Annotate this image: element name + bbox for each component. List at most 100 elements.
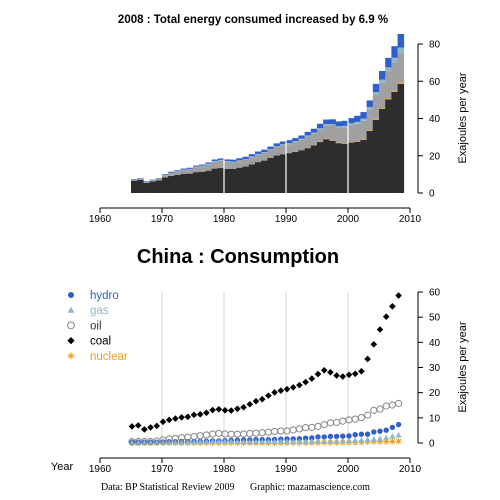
bar-segment-hydro xyxy=(230,159,237,162)
bar-segment-oil xyxy=(286,144,293,154)
top-chart-x-axis: 1960 1970 1980 1990 2000 2010 xyxy=(89,207,422,225)
bar-segment-gas xyxy=(248,156,256,158)
bar-segment-coal xyxy=(273,155,281,193)
bar-segment-coal xyxy=(255,162,262,193)
point-coal xyxy=(339,373,347,380)
bar-segment-coal xyxy=(155,180,163,193)
bar-segment-gas xyxy=(267,149,274,150)
bar-segment-hydro xyxy=(248,154,256,157)
legend-marker-gas xyxy=(67,306,75,313)
bottom-y-tick-label: 20 xyxy=(429,388,441,399)
point-oil xyxy=(345,416,353,424)
point-oil xyxy=(370,406,378,414)
point-coal xyxy=(165,416,173,424)
bar-segment-coal xyxy=(360,139,367,193)
point-hydro xyxy=(395,421,402,428)
bar-segment-coal xyxy=(143,182,150,193)
bar-segment-coal xyxy=(242,166,250,193)
bar-segment-hydro xyxy=(261,149,268,153)
point-coal xyxy=(258,395,266,403)
point-coal xyxy=(333,372,340,379)
bar-segment-gas xyxy=(217,159,225,161)
bar-segment-oil xyxy=(279,145,287,155)
bar-segment-oil xyxy=(149,180,157,182)
legend-label-oil: oil xyxy=(90,320,102,332)
point-gas xyxy=(345,437,353,443)
point-oil xyxy=(326,419,334,427)
point-hydro xyxy=(358,431,365,437)
point-coal xyxy=(178,414,185,421)
bar-segment-oil xyxy=(261,152,268,161)
bottom-chart-y-axis: 0 10 20 30 40 50 60 xyxy=(417,288,441,450)
point-gas xyxy=(314,438,322,444)
point-oil xyxy=(252,429,260,437)
top-chart-y-axis: 0 20 40 60 80 xyxy=(417,40,441,200)
legend-label-coal: coal xyxy=(90,336,111,348)
legend-label-gas: gas xyxy=(90,305,109,317)
point-hydro xyxy=(309,435,315,441)
point-coal xyxy=(234,405,241,413)
bar-segment-oil xyxy=(310,133,318,146)
bar-segment-oil xyxy=(230,162,237,169)
bar-segment-oil xyxy=(379,82,386,109)
bar-segment-hydro xyxy=(267,146,274,150)
point-gas xyxy=(203,438,210,445)
bar-segment-coal xyxy=(391,91,398,193)
point-hydro xyxy=(383,427,389,433)
bar-segment-coal xyxy=(261,160,268,193)
point-hydro xyxy=(377,428,383,434)
point-gas xyxy=(364,436,371,443)
point-coal xyxy=(389,303,396,310)
point-nuclear xyxy=(370,438,377,445)
bottom-y-tick-label: 60 xyxy=(429,288,441,299)
point-oil xyxy=(215,429,223,438)
point-gas xyxy=(370,435,377,442)
bar-segment-hydro xyxy=(304,131,312,136)
point-coal xyxy=(265,392,272,399)
point-coal xyxy=(147,424,154,431)
point-gas xyxy=(209,438,216,445)
bar-segment-coal xyxy=(310,145,318,193)
bar-segment-gas xyxy=(397,47,405,54)
point-nuclear xyxy=(389,438,396,445)
point-coal xyxy=(215,405,223,413)
top-y-tick-label: 20 xyxy=(429,151,441,162)
bottom-chart-gridlines xyxy=(161,292,349,443)
bar-segment-oil xyxy=(329,125,336,141)
bar-segment-oil xyxy=(323,125,330,139)
point-coal xyxy=(184,413,192,421)
point-gas xyxy=(259,438,266,445)
bar-segment-gas xyxy=(348,123,355,126)
point-gas xyxy=(240,438,247,445)
bar-segment-hydro xyxy=(379,70,386,80)
bar-segment-coal xyxy=(304,147,312,193)
bar-segment-hydro xyxy=(317,123,324,129)
point-gas xyxy=(159,439,167,446)
bar-segment-gas xyxy=(292,141,299,143)
bar-segment-gas xyxy=(242,159,250,160)
bar-segment-coal xyxy=(199,171,206,193)
bar-segment-oil xyxy=(236,161,243,168)
bar-segment-coal xyxy=(329,140,336,193)
point-gas xyxy=(376,435,384,442)
point-coal xyxy=(227,407,235,414)
point-oil xyxy=(240,430,248,438)
bar-segment-gas xyxy=(335,126,343,128)
bar-segment-hydro xyxy=(180,168,188,170)
bar-segment-coal xyxy=(292,151,299,193)
point-oil xyxy=(196,432,204,440)
bar-segment-coal xyxy=(211,168,219,193)
bar-segment-coal xyxy=(366,130,374,193)
point-gas xyxy=(395,431,402,438)
point-gas xyxy=(283,438,291,444)
top-y-tick-label: 80 xyxy=(429,40,441,51)
top-x-tick-label: 1960 xyxy=(89,214,112,225)
point-hydro xyxy=(364,431,371,437)
point-oil xyxy=(314,422,322,430)
bottom-chart-x-label: Year xyxy=(51,461,74,473)
bar-segment-oil xyxy=(360,120,367,140)
point-coal xyxy=(196,411,204,418)
point-gas xyxy=(190,438,198,445)
point-gas xyxy=(308,438,315,444)
bar-segment-coal xyxy=(385,99,392,193)
